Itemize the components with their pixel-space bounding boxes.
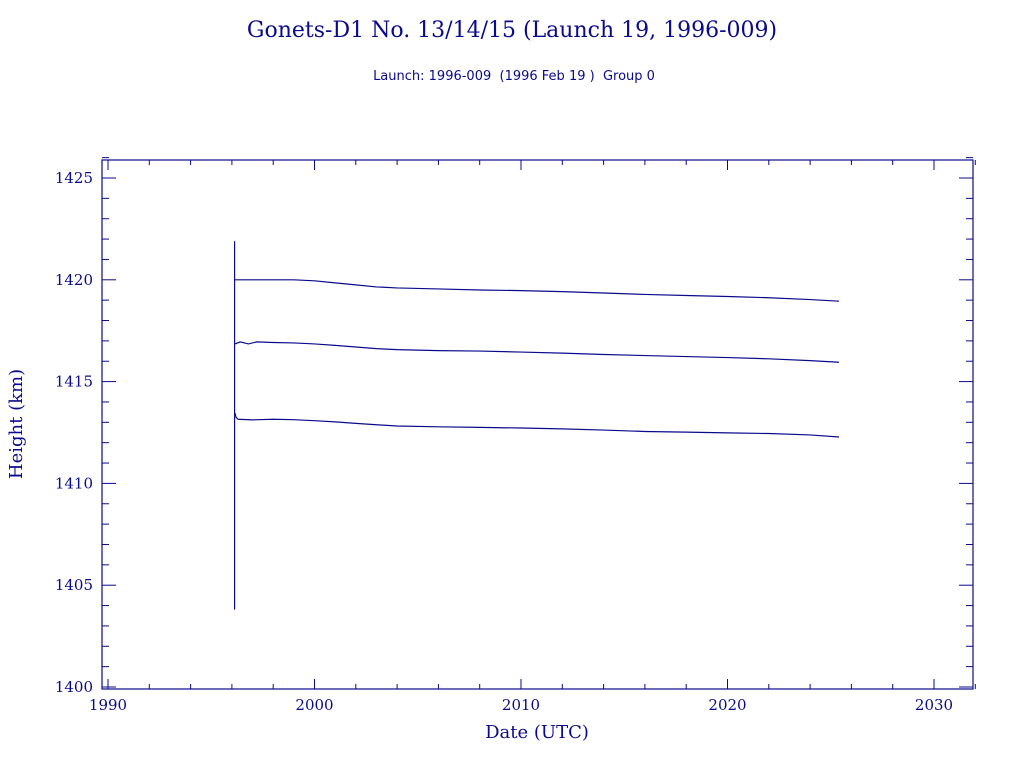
x-tick-label: 2010 (502, 696, 540, 714)
x-tick-label: 1990 (89, 696, 127, 714)
y-tick-label: 1405 (55, 576, 93, 594)
x-tick-label: 2000 (295, 696, 333, 714)
y-tick-label: 1425 (55, 169, 93, 187)
y-tick-labels: 1400 1405 1410 1415 1420 1425 (55, 169, 93, 696)
y-axis-title: Height (km) (6, 369, 27, 479)
y-tick-label: 1400 (55, 678, 93, 696)
series-group (233, 241, 840, 610)
y-tick-label: 1415 (55, 373, 93, 391)
y-axis-ticks (102, 157, 973, 688)
chart-title: Gonets-D1 No. 13/14/15 (Launch 19, 1996-… (247, 18, 777, 43)
x-axis-ticks (107, 160, 976, 689)
x-tick-label: 2030 (915, 696, 953, 714)
series-line-3 (234, 413, 840, 438)
x-axis-title: Date (UTC) (485, 722, 589, 743)
series-line-1 (235, 279, 840, 302)
chart-subtitle: Launch: 1996-009 (1996 Feb 19 ) Group 0 (373, 69, 655, 84)
y-tick-label: 1410 (55, 474, 93, 492)
x-tick-labels: 1990 2000 2010 2020 2030 (89, 696, 953, 714)
y-tick-label: 1420 (55, 271, 93, 289)
series-line-2 (234, 341, 840, 363)
x-tick-label: 2020 (708, 696, 746, 714)
plot-frame (101, 159, 974, 690)
